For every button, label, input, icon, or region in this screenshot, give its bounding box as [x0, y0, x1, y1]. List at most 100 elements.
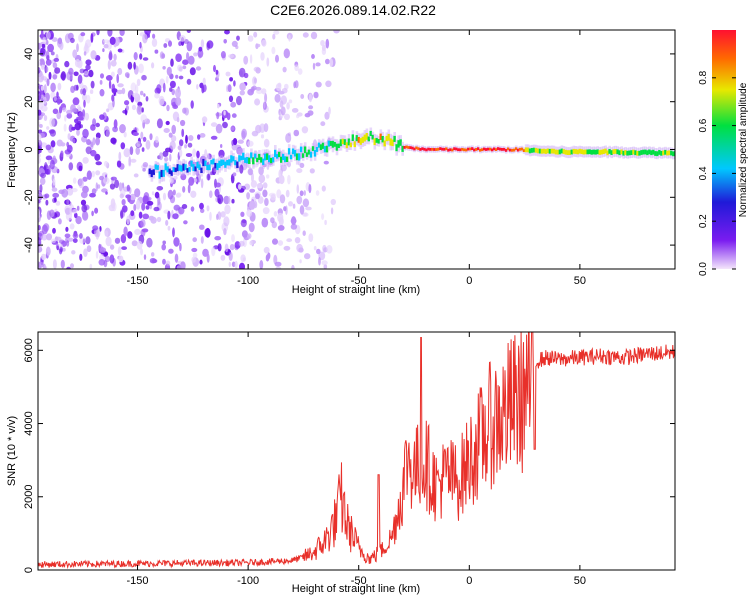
noise-speckle: [260, 52, 265, 61]
noise-speckle: [308, 183, 312, 194]
noise-speckle: [82, 211, 89, 221]
noise-speckle: [41, 43, 46, 49]
ridge-cell: [564, 149, 567, 155]
ridge-cell: [160, 169, 163, 178]
noise-speckle: [114, 237, 121, 244]
x-tick-label: 0: [466, 575, 472, 587]
noise-speckle: [38, 156, 41, 164]
noise-speckle: [72, 97, 80, 106]
ridge-cell: [636, 150, 639, 156]
noise-speckle: [186, 78, 192, 85]
noise-speckle: [107, 59, 111, 70]
noise-speckle: [220, 254, 226, 261]
ridge-cell: [449, 148, 452, 152]
noise-speckle: [205, 152, 210, 162]
noise-speckle: [264, 93, 268, 103]
noise-speckle: [262, 182, 268, 189]
ridge-cell: [481, 148, 484, 152]
noise-speckle: [142, 213, 150, 220]
noise-speckle: [43, 265, 48, 269]
noise-speckle: [61, 188, 69, 198]
noise-speckle: [294, 80, 299, 89]
noise-speckle: [252, 163, 259, 168]
ridge-cell: [463, 148, 466, 152]
ridge-cell: [439, 147, 442, 150]
noise-speckle: [206, 253, 210, 263]
ridge-cell: [427, 147, 430, 151]
ridge-cell: [188, 167, 191, 172]
noise-speckle: [60, 142, 66, 147]
noise-speckle: [82, 157, 89, 164]
ridge-cell: [357, 137, 360, 143]
ridge-cell: [170, 170, 173, 176]
noise-speckle: [86, 170, 92, 180]
noise-speckle: [250, 201, 254, 210]
ridge-cell: [184, 164, 187, 170]
noise-speckle: [83, 51, 87, 56]
ridge-cell: [409, 146, 412, 149]
noise-speckle: [179, 139, 184, 147]
noise-speckle: [47, 43, 54, 53]
noise-speckle: [64, 233, 71, 238]
noise-speckle: [254, 98, 261, 106]
noise-speckle: [169, 80, 176, 89]
noise-speckle: [56, 91, 59, 99]
ridge-cell: [192, 164, 195, 172]
noise-speckle: [86, 139, 91, 146]
ridge-cell: [417, 147, 420, 151]
noise-speckle: [169, 177, 174, 184]
ridge-cell: [270, 157, 273, 164]
ridge-cell: [337, 143, 341, 148]
noise-speckle: [75, 216, 82, 225]
noise-speckle: [94, 153, 101, 161]
ridge-cell: [329, 141, 333, 146]
noise-speckle: [217, 243, 222, 252]
noise-speckle: [85, 59, 92, 66]
noise-speckle: [50, 82, 56, 93]
noise-speckle: [167, 210, 171, 220]
ridge-cell: [504, 149, 508, 152]
noise-speckle: [283, 206, 287, 212]
ridge-cell: [580, 149, 583, 154]
ridge-cell: [528, 148, 532, 154]
noise-speckle: [328, 106, 331, 115]
ridge-cell: [148, 168, 151, 175]
noise-speckle: [176, 192, 182, 198]
ridge-cell: [210, 159, 213, 165]
noise-speckle: [263, 138, 270, 148]
x-tick-label: 0: [466, 275, 472, 287]
ridge-cell: [385, 135, 388, 142]
noise-speckle: [161, 244, 166, 251]
noise-speckle: [114, 179, 120, 189]
colorbar-tick-label: 0.4: [698, 166, 709, 180]
noise-speckle: [88, 69, 94, 78]
noise-speckle: [318, 256, 321, 266]
noise-speckle: [79, 253, 83, 261]
noise-speckle: [273, 211, 278, 217]
ridge-cell: [295, 153, 299, 161]
noise-speckle: [118, 182, 123, 192]
noise-speckle: [38, 101, 44, 110]
noise-speckle: [59, 246, 64, 253]
noise-speckle: [239, 82, 246, 91]
noise-speckle: [312, 62, 316, 70]
noise-speckle: [274, 93, 281, 103]
ridge-cell: [431, 147, 434, 151]
noise-speckle: [105, 129, 110, 138]
noise-speckle: [52, 62, 58, 69]
ridge-cell: [206, 165, 209, 170]
noise-speckle: [125, 105, 129, 111]
noise-speckle: [90, 149, 97, 157]
noise-speckle: [41, 234, 48, 241]
noise-speckle: [90, 50, 97, 60]
noise-speckle: [133, 61, 136, 70]
noise-speckle: [182, 59, 189, 65]
noise-speckle: [119, 124, 126, 134]
ridge-cell: [451, 148, 454, 152]
ridge-cell: [313, 149, 317, 157]
noise-speckle: [45, 155, 53, 161]
ridge-cell: [638, 150, 641, 156]
spectrogram-x-axis-label: Height of straight line (km): [292, 284, 420, 296]
noise-speckle: [303, 212, 308, 217]
noise-speckle: [178, 75, 184, 80]
